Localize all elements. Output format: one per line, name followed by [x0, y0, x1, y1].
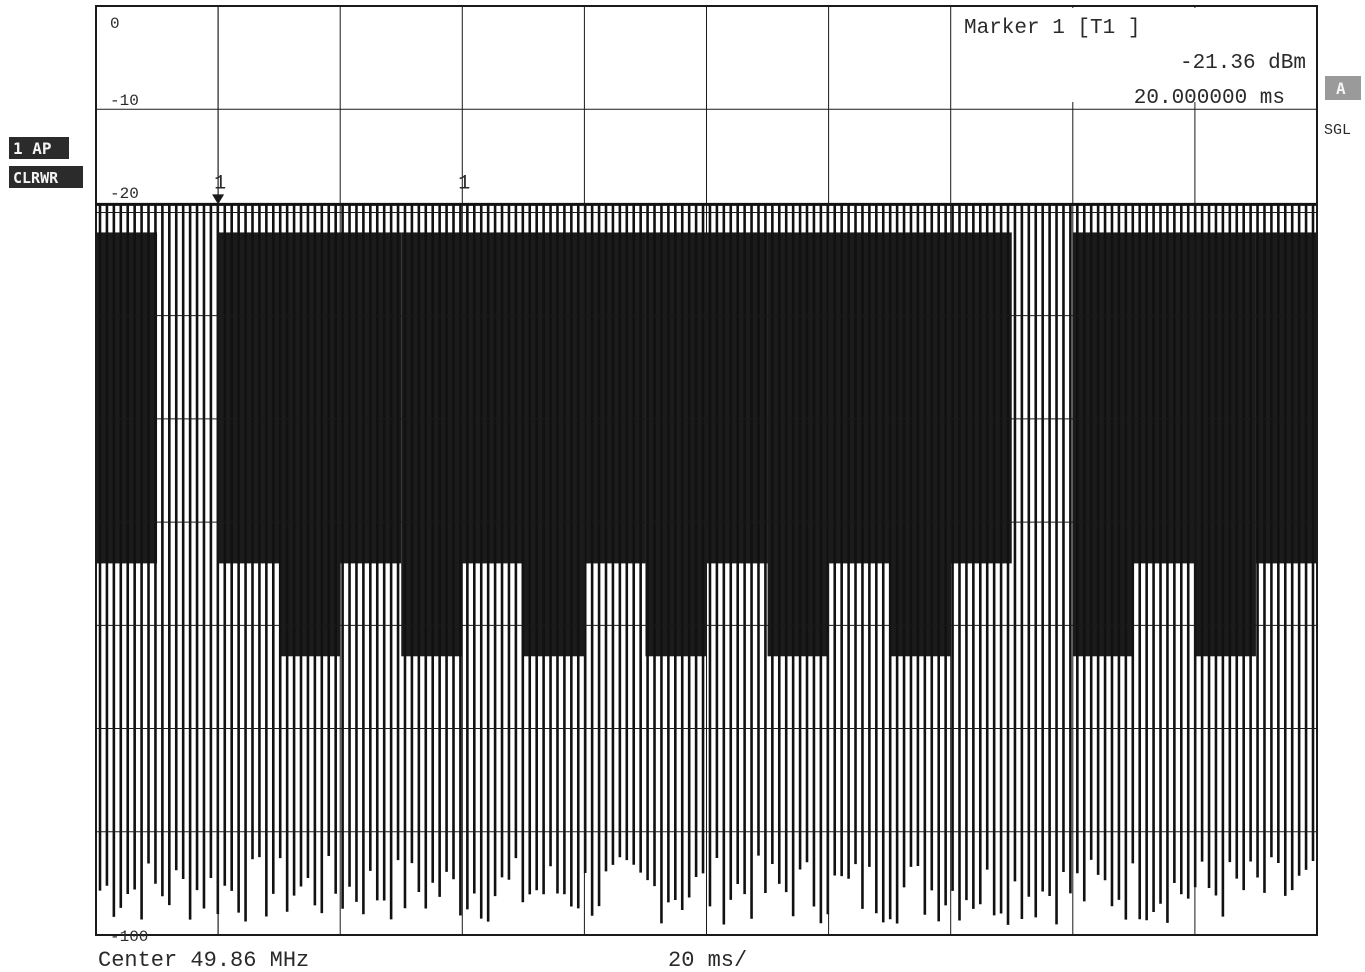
trace-envelope — [767, 232, 829, 657]
marker-level: -21.36 dBm — [1180, 52, 1306, 75]
trace-envelope — [1133, 232, 1195, 564]
time-per-division: 20 ms/ — [668, 948, 747, 972]
flag-indicator: A — [1325, 76, 1361, 100]
trace-mode-label: CLRWR — [13, 169, 59, 187]
y-tick-label: -100 — [110, 928, 148, 946]
marker-label: 1 — [458, 172, 470, 195]
marker-readout: Marker 1 [T1 ] -21.36 dBm 20.000000 ms — [958, 8, 1314, 110]
marker-label: 1 — [214, 172, 226, 195]
marker-title: Marker 1 [T1 ] — [964, 17, 1140, 40]
graticule — [96, 6, 1317, 935]
center-frequency: Center 49.86 MHz — [98, 948, 309, 972]
trace-label: 1 AP — [13, 139, 52, 158]
y-tick-label: -10 — [110, 92, 139, 110]
marker-triangle — [212, 194, 225, 205]
marker-time: 20.000000 ms — [1134, 87, 1285, 110]
y-tick-label: -20 — [110, 185, 139, 203]
trace-envelope — [889, 232, 951, 657]
trace-envelope — [584, 232, 646, 564]
trace-envelope — [462, 232, 524, 564]
trace-envelope — [218, 232, 280, 564]
pulse-trace — [96, 202, 1317, 925]
sweep-mode-label: SGL — [1324, 122, 1351, 139]
trace-envelope — [828, 232, 890, 564]
trace-mode-indicator: CLRWR — [9, 166, 83, 188]
trace-indicator: 1 AP — [9, 137, 69, 159]
plot-frame — [95, 5, 1318, 936]
y-tick-label: 0 — [110, 15, 120, 33]
trace-envelope — [1194, 232, 1256, 657]
pulse-lines — [98, 204, 1315, 925]
y-axis-ticks: 0 -10 -20 -100 — [110, 15, 148, 946]
trace-envelope — [523, 232, 585, 657]
flag-label: A — [1336, 79, 1346, 98]
